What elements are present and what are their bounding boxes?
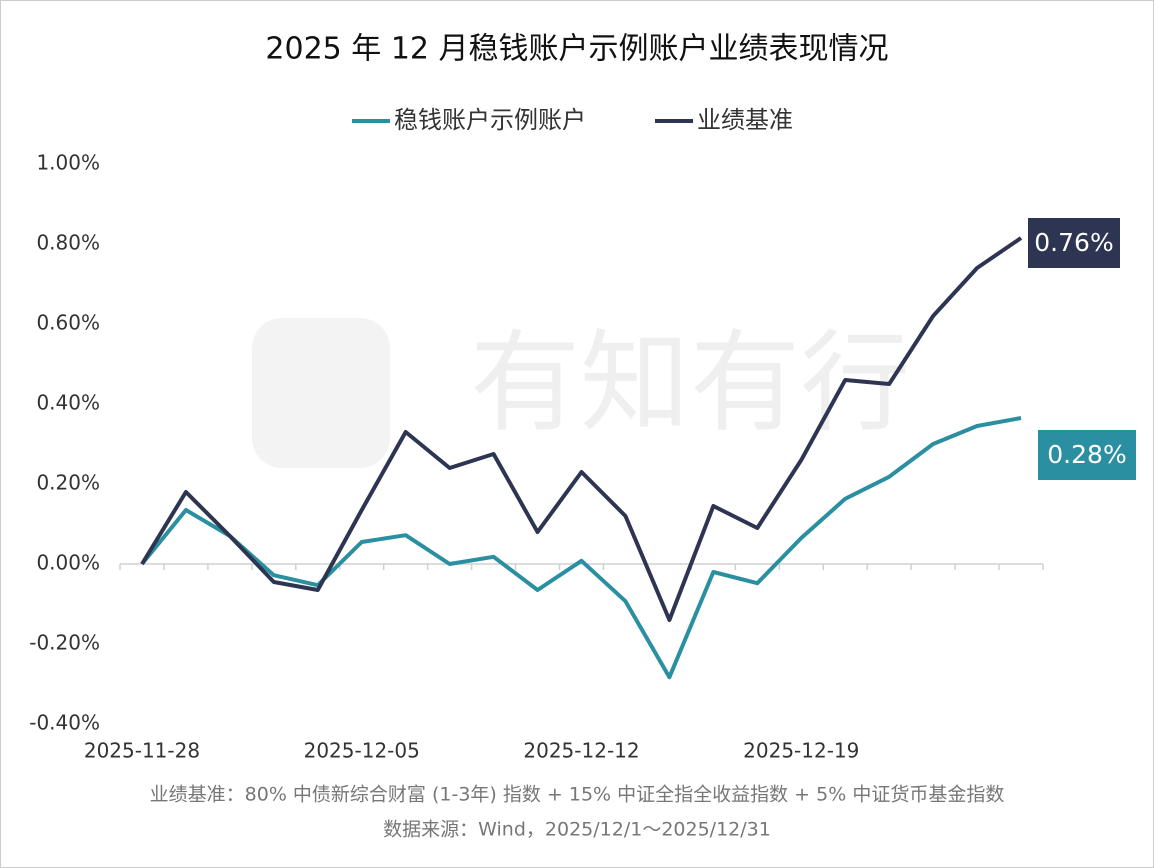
y-tick-label: -0.20% xyxy=(29,631,100,655)
y-tick-label: 1.00% xyxy=(36,151,100,175)
y-tick-label: 0.40% xyxy=(36,391,100,415)
x-tick-label: 2025-12-12 xyxy=(523,739,639,763)
annotation-text: 0.28% xyxy=(1047,440,1126,469)
chart-title: 2025 年 12 月稳钱账户示例账户业绩表现情况 xyxy=(265,32,888,67)
y-tick-label: 0.60% xyxy=(36,311,100,335)
x-tick-label: 2025-12-05 xyxy=(304,739,420,763)
watermark: 有知有行 xyxy=(470,319,910,447)
watermark-logo xyxy=(252,318,390,468)
footnote: 业绩基准：80% 中债新综合财富 (1-3年) 指数 + 15% 中证全指全收益… xyxy=(150,784,1005,806)
y-tick-label: 0.00% xyxy=(36,551,100,575)
annotation-box xyxy=(1038,430,1136,480)
y-tick-label: 0.80% xyxy=(36,231,100,255)
series-line xyxy=(140,416,1022,680)
y-tick-label: 0.20% xyxy=(36,471,100,495)
x-tick-label: 2025-12-19 xyxy=(743,739,859,763)
annotation-text: 0.76% xyxy=(1034,228,1113,257)
x-tick-label: 2025-11-28 xyxy=(84,739,200,763)
legend-label: 稳钱账户示例账户 xyxy=(394,106,586,134)
annotation-box xyxy=(1028,218,1120,268)
legend-label: 业绩基准 xyxy=(697,106,793,134)
footnote: 数据来源：Wind，2025/12/1～2025/12/31 xyxy=(383,819,771,841)
y-tick-label: -0.40% xyxy=(29,711,100,735)
series-line xyxy=(140,236,1023,622)
